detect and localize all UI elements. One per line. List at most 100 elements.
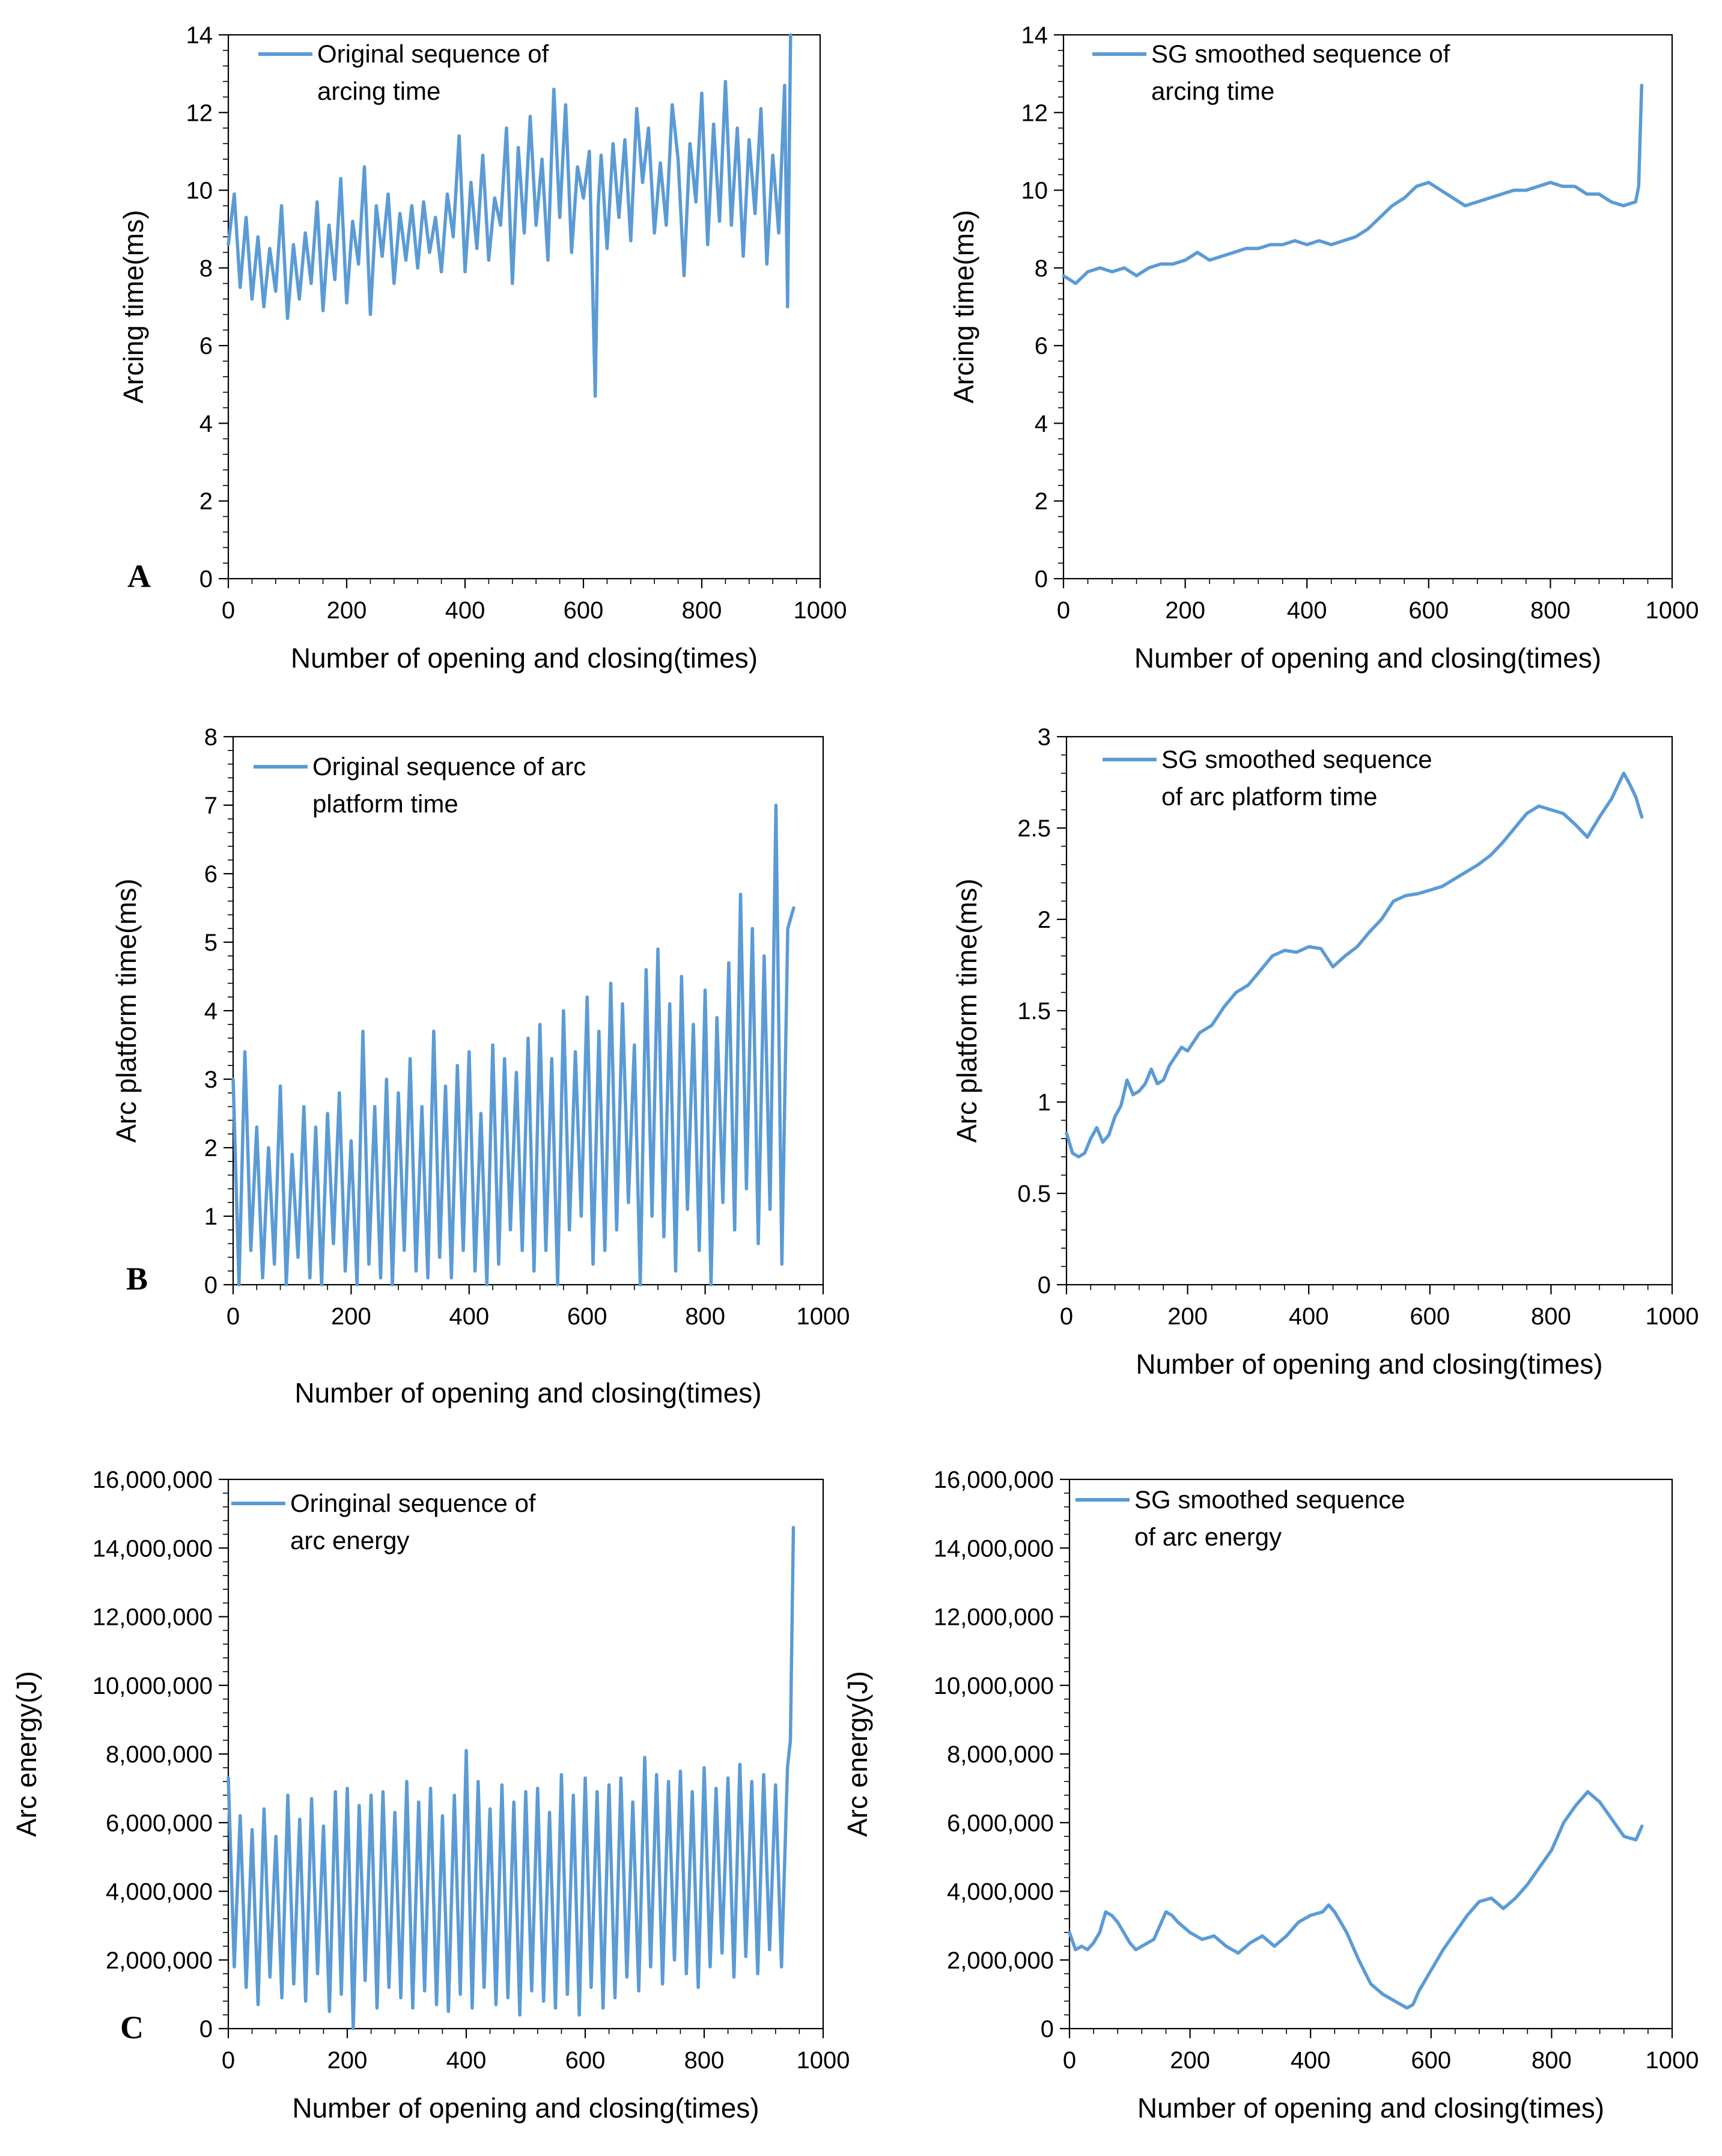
y-tick-label: 0 (1035, 566, 1048, 592)
y-tick-label: 6 (1035, 333, 1048, 359)
y-tick-label: 2,000,000 (106, 1947, 213, 1974)
y-tick-label: 6,000,000 (106, 1810, 213, 1836)
chart-c-right: 0 2,000,000 4,000,000 6,000,000 8,000,000 10,… (842, 1467, 1699, 2124)
y-tick-label: 10,000,000 (934, 1673, 1054, 1699)
panel-label-c: C (120, 2009, 144, 2045)
x-tick-label: 400 (1291, 2047, 1331, 2074)
y-tick-label: 4 (199, 410, 213, 437)
y-axis-title: Arc platform time(ms) (951, 879, 982, 1143)
legend-entry: arcing time (317, 77, 440, 105)
series-line (1065, 772, 1644, 1159)
y-tick-label: 8,000,000 (106, 1741, 213, 1768)
y-tick-label: 12,000,000 (93, 1604, 213, 1631)
y-tick-label: 2 (1038, 907, 1051, 933)
y-tick-label: 10 (186, 178, 213, 204)
y-tick-label: 3 (1038, 724, 1051, 751)
chart-c-left: 0 2,000,000 4,000,000 6,000,000 8,000,000 10,… (11, 1467, 850, 2124)
y-axis-title: Arc energy(J) (842, 1671, 873, 1837)
y-tick-label: 16,000,000 (934, 1467, 1054, 1493)
legend-entry: arcing time (1151, 77, 1274, 105)
y-tick-label: 4 (204, 998, 218, 1025)
legend-entry: of arc energy (1134, 1523, 1282, 1551)
x-tick-label: 600 (565, 2047, 606, 2074)
series-line (227, 33, 793, 398)
y-tick-label: 4,000,000 (106, 1879, 213, 1905)
x-tick-label: 800 (684, 2047, 725, 2074)
x-tick-label: 800 (1532, 2047, 1572, 2074)
x-tick-label: 600 (567, 1303, 607, 1330)
x-tick-label: 200 (1167, 1303, 1208, 1330)
legend-entry: Original sequence of arc (312, 752, 586, 781)
x-tick-label: 200 (1165, 597, 1205, 624)
x-axis-title: Number of opening and closing(times) (291, 642, 758, 674)
y-tick-label: 10,000,000 (93, 1673, 213, 1699)
x-tick-label: 400 (449, 1303, 489, 1330)
x-tick-label: 600 (564, 597, 604, 624)
y-axis-title: Arc platform time(ms) (111, 879, 142, 1143)
x-tick-label: 800 (685, 1303, 725, 1330)
x-axis-title: Number of opening and closing(times) (1136, 1348, 1602, 1380)
y-tick-label: 2 (199, 489, 213, 515)
y-axis-title: Arcing time(ms) (118, 210, 149, 403)
series-line (1068, 1790, 1644, 2010)
legend-entry: SG smoothed sequence of (1151, 40, 1450, 68)
plot-frame (1065, 735, 1673, 1286)
legend-entry: platform time (312, 790, 458, 818)
y-tick-label: 5 (204, 930, 218, 956)
x-tick-label: 0 (222, 597, 235, 624)
x-tick-label: 1000 (797, 2047, 850, 2074)
x-axis-title: Number of opening and closing(times) (1137, 2092, 1604, 2124)
y-tick-label: 0 (1038, 1272, 1051, 1299)
x-tick-label: 0 (227, 1303, 240, 1330)
x-tick-label: 400 (1287, 597, 1327, 624)
x-tick-label: 200 (1170, 2047, 1210, 2074)
x-tick-label: 1000 (1646, 597, 1699, 624)
y-tick-label: 2 (1035, 489, 1048, 515)
x-tick-label: 800 (682, 597, 722, 624)
y-tick-label: 14 (186, 22, 213, 49)
y-tick-label: 0.5 (1017, 1181, 1051, 1207)
legend-entry: SG smoothed sequence (1161, 745, 1432, 773)
y-tick-label: 1 (204, 1204, 218, 1230)
x-tick-label: 1000 (1646, 2047, 1699, 2074)
x-tick-label: 0 (1060, 1303, 1073, 1330)
y-tick-label: 2 (204, 1135, 218, 1162)
series-line (231, 803, 796, 1287)
x-tick-label: 600 (1408, 597, 1449, 624)
chart-b-right: 0 0.5 1 1.5 2 2.5 3 0 200 400 600 800 1000 Number of … (951, 724, 1699, 1380)
chart-a-left: 0 2 4 6 8 10 12 14 0 200 400 600 800 1000 Number of op… (118, 22, 847, 674)
y-tick-label: 14,000,000 (934, 1535, 1054, 1562)
panel-label-b: B (126, 1261, 148, 1297)
plot-frame (227, 34, 821, 580)
x-axis-title: Number of opening and closing(times) (294, 1377, 761, 1408)
y-tick-label: 0 (1041, 2016, 1054, 2042)
chart-b-left: 0 1 2 3 4 5 6 7 8 0 200 400 600 800 1000 Number of open… (111, 724, 850, 1408)
y-tick-label: 8 (199, 255, 213, 282)
x-tick-label: 0 (1063, 2047, 1076, 2074)
chart-a-right: 0 2 4 6 8 10 12 14 0 200 400 600 800 1000 Number of op… (948, 22, 1699, 674)
legend-entry: Oringinal sequence of (290, 1489, 536, 1517)
legend-entry: arc energy (290, 1526, 409, 1555)
y-tick-label: 6 (204, 861, 218, 888)
x-tick-label: 400 (1289, 1303, 1329, 1330)
x-tick-label: 200 (327, 2047, 368, 2074)
panel-label-a: A (127, 558, 151, 594)
y-tick-label: 1.5 (1017, 998, 1051, 1025)
x-axis-title: Number of opening and closing(times) (1134, 642, 1601, 674)
plot-frame (1068, 1478, 1673, 2030)
x-tick-label: 600 (1410, 1303, 1450, 1330)
y-tick-label: 0 (199, 566, 213, 592)
y-tick-label: 0 (204, 1272, 218, 1299)
series-line (1062, 84, 1644, 285)
x-tick-label: 800 (1531, 1303, 1571, 1330)
x-tick-label: 200 (331, 1303, 371, 1330)
y-tick-label: 14,000,000 (93, 1535, 213, 1562)
y-tick-label: 8 (1035, 255, 1048, 282)
y-tick-label: 2,000,000 (947, 1947, 1054, 1974)
legend-entry: Original sequence of (317, 40, 549, 68)
y-tick-label: 8 (204, 724, 218, 751)
x-axis-title: Number of opening and closing(times) (292, 2092, 759, 2124)
x-tick-label: 400 (446, 2047, 487, 2074)
x-tick-label: 200 (327, 597, 367, 624)
